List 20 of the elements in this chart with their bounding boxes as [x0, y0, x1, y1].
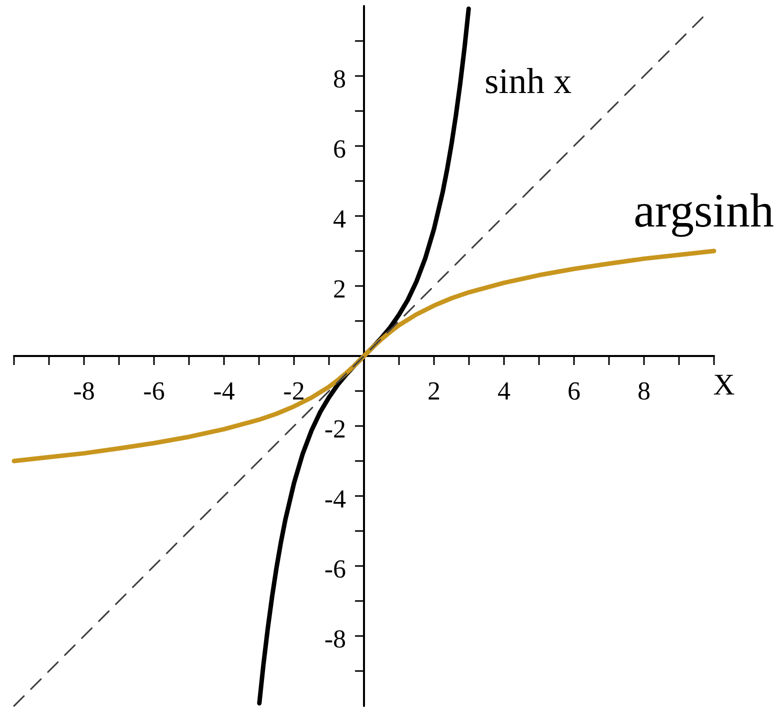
- y-tick-label: -2: [324, 414, 346, 444]
- y-tick-label: 6: [333, 134, 346, 164]
- y-tick-label: 8: [333, 64, 346, 94]
- y-tick-label: -6: [324, 554, 346, 584]
- y-tick-label: 4: [333, 204, 346, 234]
- x-tick-label: 8: [638, 376, 650, 406]
- x-tick-label: -2: [283, 376, 305, 406]
- y-tick-label: -8: [324, 624, 346, 654]
- x-tick-label: -6: [143, 376, 165, 406]
- series-label: argsinh: [634, 184, 774, 238]
- x-tick-label: -4: [213, 376, 235, 406]
- x-tick-label: 4: [498, 376, 510, 406]
- series-label: sinh x: [484, 60, 572, 101]
- y-tick-label: 2: [333, 274, 346, 304]
- line-series: [257, 6, 471, 706]
- y-tick-label: -4: [324, 484, 346, 514]
- x-axis-title: X: [713, 368, 736, 402]
- x-tick-label: 6: [568, 376, 580, 406]
- x-tick-label: 2: [428, 376, 440, 406]
- x-tick-label: -8: [73, 376, 95, 406]
